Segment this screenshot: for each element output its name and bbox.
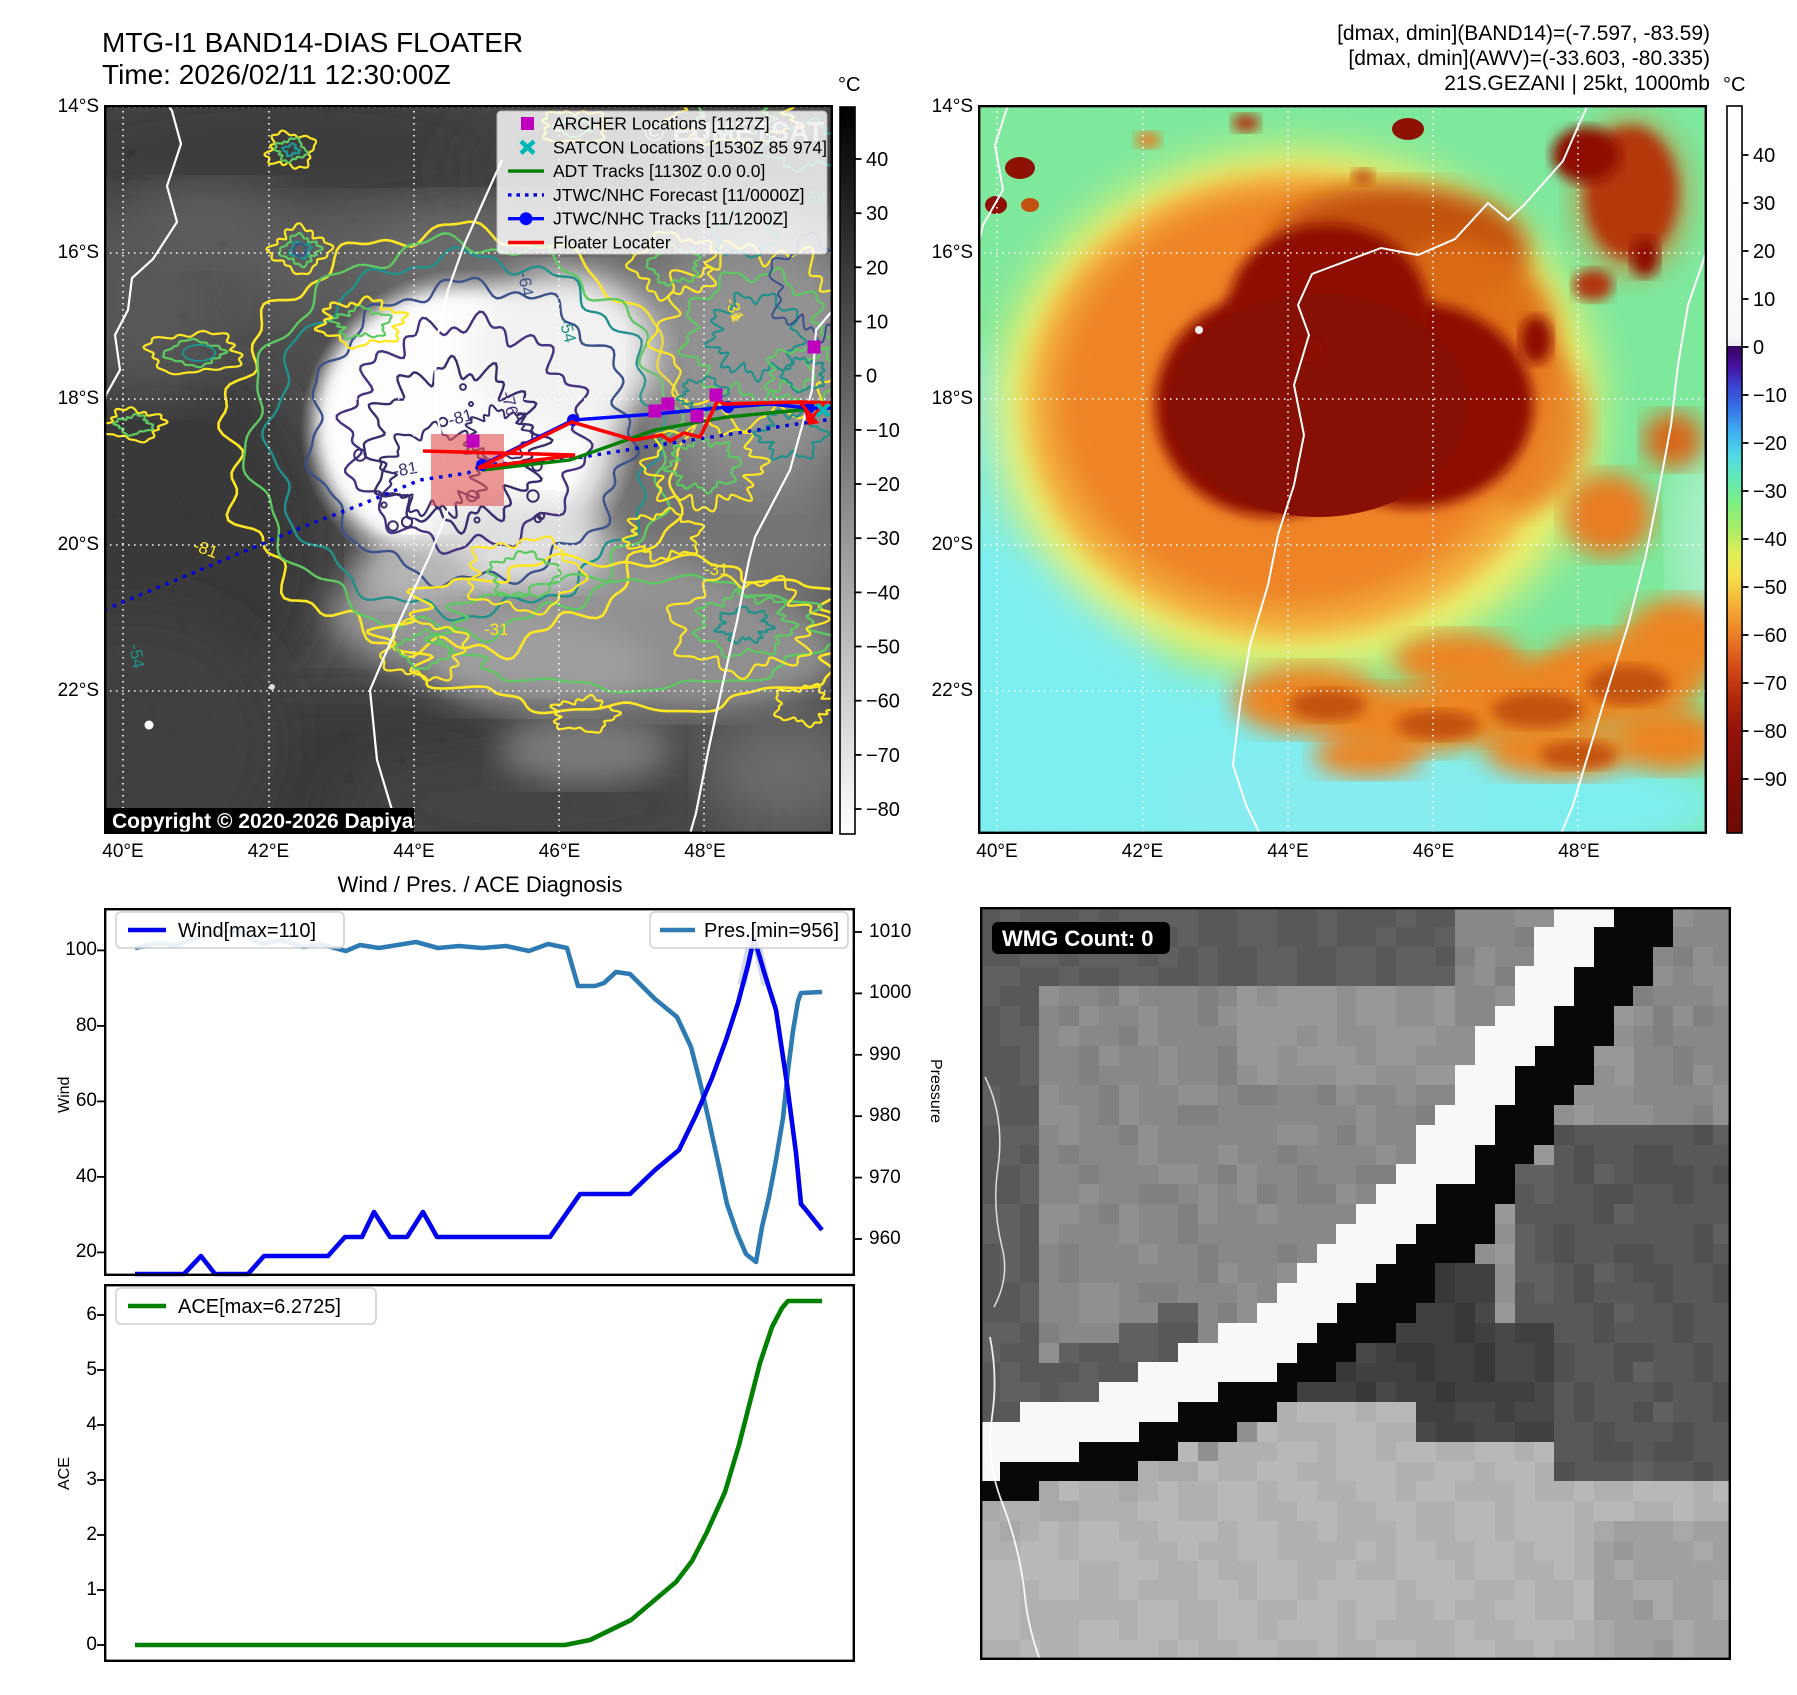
svg-text:Copyright © 2020-2026 Dapiya: Copyright © 2020-2026 Dapiya [112, 810, 414, 833]
svg-text:0: 0 [1753, 337, 1764, 359]
svg-text:−20: −20 [866, 474, 900, 496]
svg-text:20: 20 [1753, 241, 1775, 263]
svg-text:−20: −20 [1753, 433, 1787, 455]
svg-text:30: 30 [1753, 193, 1775, 215]
svg-text:−80: −80 [866, 799, 900, 821]
svg-text:−70: −70 [866, 745, 900, 767]
svg-text:20: 20 [866, 257, 888, 279]
svg-text:−60: −60 [1753, 625, 1787, 647]
svg-text:−50: −50 [866, 637, 900, 659]
svg-text:Floater Locater: Floater Locater [553, 233, 671, 253]
svg-text:−10: −10 [1753, 385, 1787, 407]
svg-text:−40: −40 [866, 582, 900, 604]
svg-text:−40: −40 [1753, 529, 1787, 551]
svg-text:ADT Tracks [1130Z 0.0 0.0]: ADT Tracks [1130Z 0.0 0.0] [553, 161, 765, 181]
svg-text:ACE[max=6.2725]: ACE[max=6.2725] [178, 1296, 341, 1318]
svg-text:JTWC/NHC Tracks [11/1200Z]: JTWC/NHC Tracks [11/1200Z] [553, 209, 788, 229]
svg-text:-81: -81 [391, 458, 419, 481]
svg-text:JTWC/NHC Forecast [11/0000Z]: JTWC/NHC Forecast [11/0000Z] [553, 185, 805, 205]
svg-text:-54: -54 [125, 642, 148, 670]
svg-text:-31: -31 [484, 620, 509, 639]
svg-text:−30: −30 [866, 528, 900, 550]
svg-text:ARCHER Locations [1127Z]: ARCHER Locations [1127Z] [553, 114, 770, 134]
svg-text:WMG Count: 0: WMG Count: 0 [1002, 926, 1154, 951]
svg-text:40: 40 [866, 149, 888, 171]
svg-text:−10: −10 [866, 420, 900, 442]
svg-text:°C: °C [838, 74, 860, 96]
svg-text:10: 10 [866, 312, 888, 334]
svg-text:Pres.[min=956]: Pres.[min=956] [704, 920, 839, 942]
svg-text:-31: -31 [704, 560, 729, 579]
svg-text:°C: °C [1723, 74, 1745, 96]
svg-text:−30: −30 [1753, 481, 1787, 503]
svg-text:SATCON Locations [1530Z 85 974: SATCON Locations [1530Z 85 974] [553, 137, 827, 157]
svg-text:−60: −60 [866, 691, 900, 713]
svg-text:−90: −90 [1753, 769, 1787, 791]
svg-text:30: 30 [866, 203, 888, 225]
svg-text:Wind[max=110]: Wind[max=110] [178, 920, 316, 942]
svg-text:40: 40 [1753, 145, 1775, 167]
svg-text:−50: −50 [1753, 577, 1787, 599]
svg-text:10: 10 [1753, 289, 1775, 311]
svg-text:−80: −80 [1753, 721, 1787, 743]
svg-text:−70: −70 [1753, 673, 1787, 695]
svg-text:-64: -64 [514, 270, 537, 298]
svg-text:0: 0 [866, 366, 877, 388]
